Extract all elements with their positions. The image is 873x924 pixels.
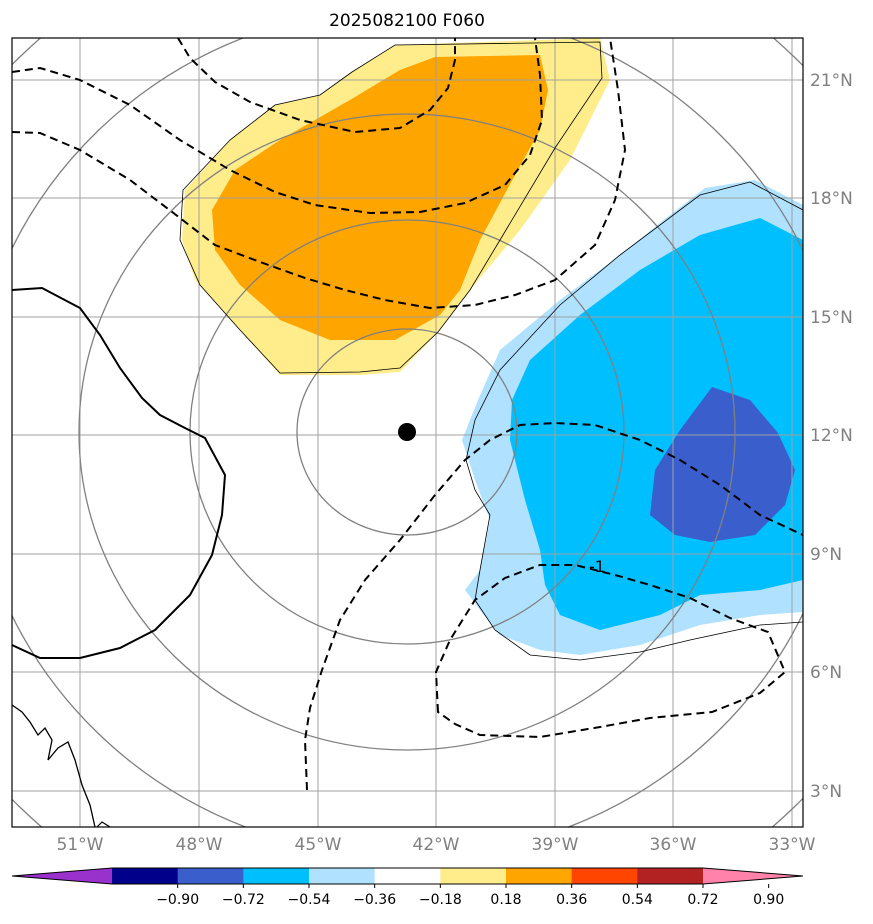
colorbar-segment [571,868,638,884]
lon-tick-label: 39°W [532,835,579,855]
colorbar-extend-low [12,868,112,884]
lat-tick-label: 3°N [810,782,842,802]
map-title: 2025082100 F060 [329,11,485,31]
colorbar-extend-high [703,868,803,884]
latitude-labels: 21°N 18°N 15°N 12°N 9°N 6°N 3°N [810,71,853,802]
lon-tick-label: 33°W [769,835,816,855]
solid-contour [12,286,227,659]
colorbar-tick-label: 0.36 [556,892,587,908]
shade-negative-dark [650,387,795,542]
lat-tick-label: 9°N [810,545,842,565]
colorbar-segment [243,868,310,884]
colorbar-tick-label: 0.18 [490,892,521,908]
longitude-labels: 51°W 48°W 45°W 42°W 39°W 36°W 33°W [57,835,816,855]
colorbar-outline [11,867,804,885]
colorbar-tick-label: 0.90 [753,892,784,908]
coastline-island [96,821,111,827]
lon-tick-label: 36°W [650,835,697,855]
colorbar-segment [177,868,244,884]
lon-tick-label: 45°W [295,835,342,855]
colorbar-tick-label: −0.72 [222,892,265,908]
storm-center-marker [398,423,416,441]
colorbar-tick-label: −0.54 [288,892,331,908]
dashed-contours [12,38,803,791]
colorbar-tick-label: −0.18 [419,892,462,908]
lat-tick-label: 6°N [810,663,842,683]
colorbar-tick-label: −0.90 [156,892,199,908]
lon-tick-label: 48°W [176,835,223,855]
lat-tick-label: 18°N [810,189,853,209]
lat-tick-label: 21°N [810,71,853,91]
lon-tick-label: 42°W [413,835,460,855]
colorbar-segment [440,868,507,884]
colorbar: −0.90 −0.72 −0.54 −0.36 −0.18 0.18 0.36 0.54 0.7… [11,867,804,908]
thin-contour-positive [179,41,603,374]
colorbar-segment [637,868,704,884]
colorbar-tick-label: −0.36 [353,892,396,908]
colorbar-segment [506,868,573,884]
lat-tick-label: 15°N [810,308,853,328]
colorbar-segment [112,868,179,884]
thin-contour-negative [465,181,803,661]
colorbar-segment [374,868,441,884]
coastline [12,704,96,827]
lon-tick-label: 51°W [57,835,104,855]
map-frame [11,37,804,828]
colorbar-segment [309,868,376,884]
lat-tick-label: 12°N [810,426,853,446]
colorbar-tick-label: 0.72 [687,892,718,908]
lat-lon-grid [12,38,803,827]
colorbar-tick-label: 0.54 [622,892,653,908]
contour-value-label: -1 [589,557,605,576]
